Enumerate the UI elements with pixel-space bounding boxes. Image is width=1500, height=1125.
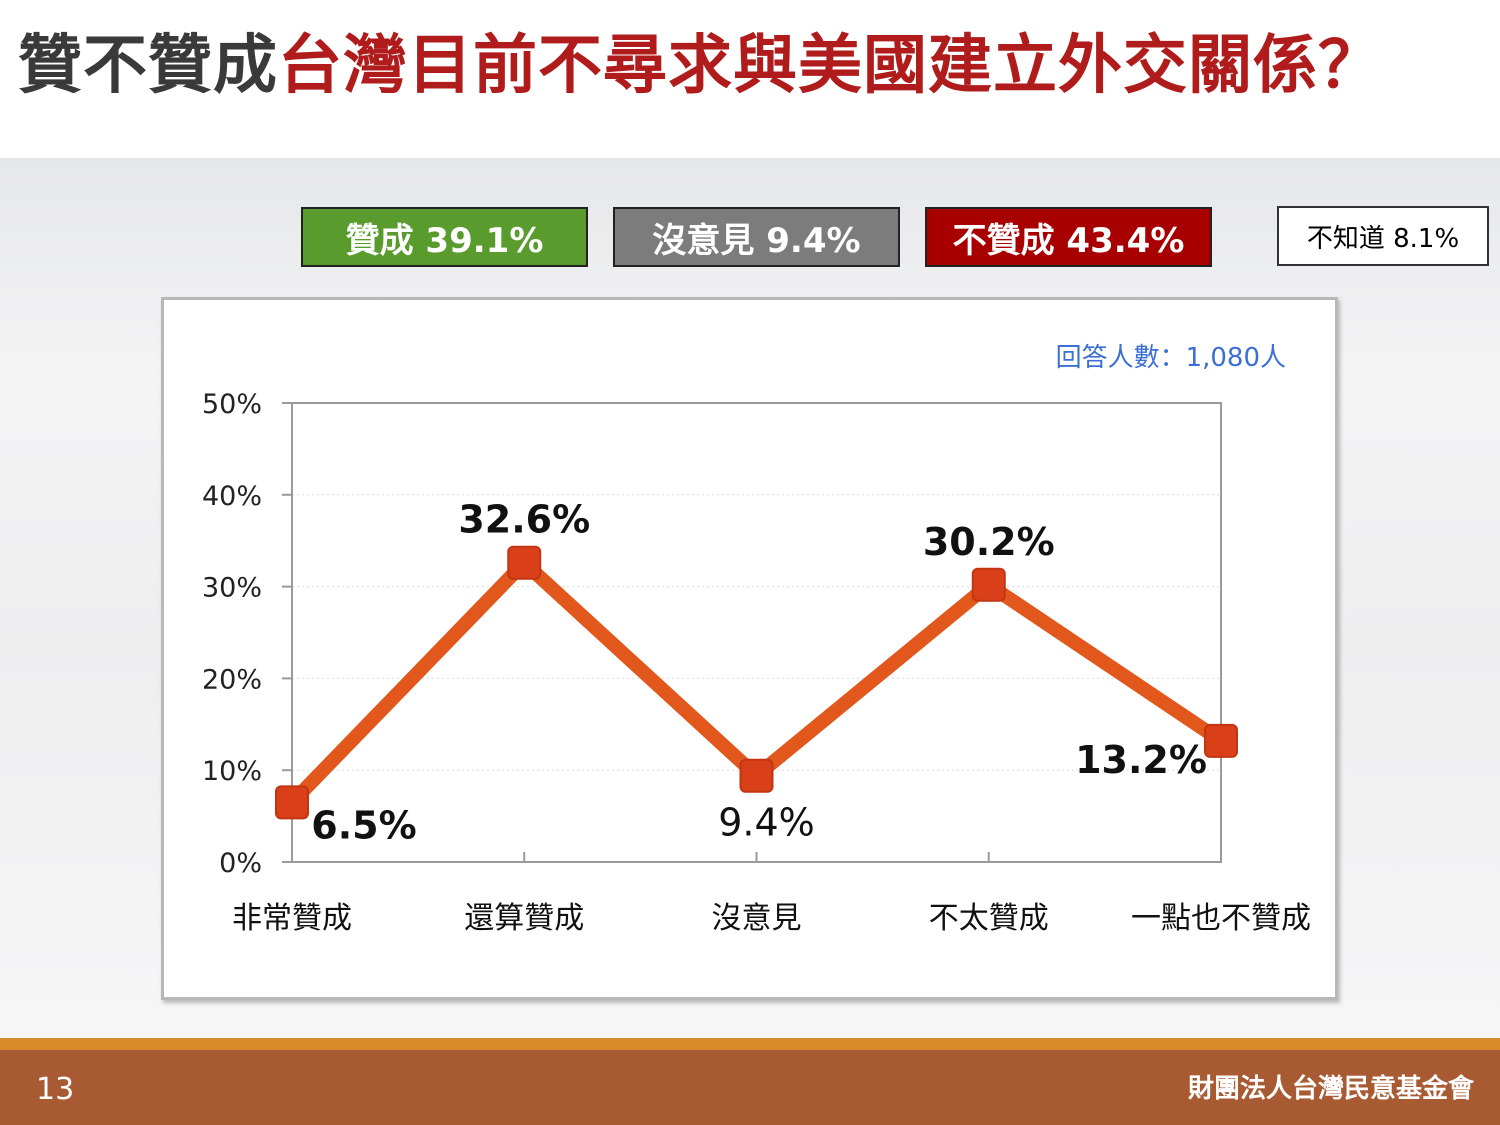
data-point: [739, 758, 774, 793]
y-tick-label: 20%: [202, 664, 262, 695]
y-tick-label: 0%: [219, 848, 262, 879]
title-bar: 贊不贊成台灣目前不尋求與美國建立外交關係？: [0, 0, 1500, 158]
data-point: [971, 567, 1006, 602]
data-point: [1204, 723, 1238, 758]
data-markers: [275, 545, 1238, 820]
page-number: 13: [36, 1072, 75, 1107]
plot-area: [291, 402, 1222, 863]
x-tick-label: 還算贊成: [464, 901, 584, 936]
y-tick-label: 40%: [202, 481, 262, 512]
summary-disagree: 不贊成 43.4%: [925, 207, 1212, 267]
summary-neutral: 沒意見 9.4%: [613, 207, 900, 267]
chart-grid: [292, 494, 1221, 771]
data-label: 13.2%: [1075, 738, 1207, 782]
data-label: 32.6%: [458, 498, 590, 542]
x-tick-label: 一點也不贊成: [1131, 901, 1311, 936]
respondent-count: 回答人數：1,080人: [1056, 343, 1286, 373]
title-part-2: 台灣目前不尋求與美國建立外交關係？: [278, 29, 1383, 103]
x-axis-labels: 非常贊成 還算贊成 沒意見 不太贊成 一點也不贊成: [232, 852, 1311, 936]
line-chart: 回答人數：1,080人 0% 10% 20% 30% 40% 50% 非常贊成 還算贊成 沒意…: [202, 343, 1311, 936]
y-tick-label: 30%: [202, 573, 262, 604]
data-label: 30.2%: [923, 520, 1055, 564]
data-label: 9.4%: [718, 801, 815, 845]
y-axis-ticks: 0% 10% 20% 30% 40% 50%: [202, 389, 292, 879]
x-tick-label: 不太贊成: [929, 901, 1049, 936]
x-tick-label: 非常贊成: [232, 901, 352, 936]
organization-name: 財團法人台灣民意基金會: [1187, 1074, 1474, 1104]
y-tick-label: 50%: [202, 389, 262, 420]
footer-stripe: [0, 1038, 1500, 1050]
summary-agree: 贊成 39.1%: [301, 207, 588, 267]
data-point: [507, 545, 542, 580]
data-labels: 6.5% 32.6% 9.4% 30.2% 13.2%: [311, 498, 1207, 848]
page-title: 贊不贊成台灣目前不尋求與美國建立外交關係？: [18, 34, 1383, 98]
summary-unknown: 不知道 8.1%: [1277, 206, 1489, 266]
y-tick-label: 10%: [202, 756, 262, 787]
data-point: [275, 785, 309, 820]
x-tick-label: 沒意見: [712, 901, 802, 936]
data-label: 6.5%: [311, 803, 416, 847]
title-part-1: 贊不贊成: [18, 29, 278, 103]
chart-frame: 回答人數：1,080人 0% 10% 20% 30% 40% 50% 非常贊成 還算贊成 沒意…: [161, 297, 1338, 1000]
footer-bar: [0, 1050, 1500, 1125]
